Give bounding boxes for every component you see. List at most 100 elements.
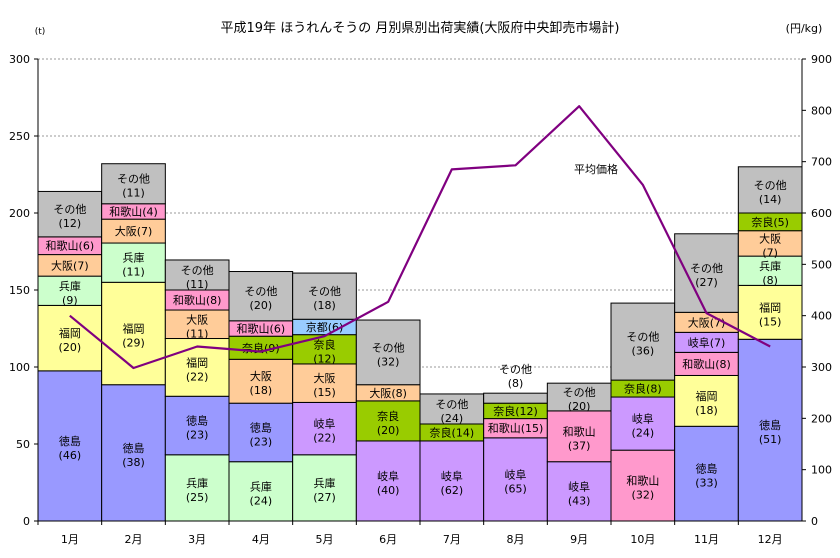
segment-name-label: 徳島: [186, 414, 208, 428]
right-tick-label: 700: [811, 156, 832, 169]
segment-value-label: (20): [59, 341, 82, 354]
segment-name-label: 大阪: [250, 369, 272, 383]
segment-combined-label: 和歌山(6): [46, 239, 95, 253]
segment-name-label: 和歌山: [563, 424, 596, 438]
segment-value-label: (20): [250, 299, 273, 312]
segment-name-label: 福岡: [59, 326, 81, 340]
segment-combined-label: 和歌山(4): [109, 204, 158, 218]
segment-value-label: (15): [313, 386, 336, 399]
segment-combined-label: 和歌山(6): [237, 322, 286, 336]
bar-segment: [674, 374, 739, 427]
segment-value-label: (23): [186, 429, 209, 442]
segment-value-label: (8): [762, 274, 778, 287]
left-axis-unit: (t): [35, 27, 46, 37]
bar-segment: [101, 242, 166, 283]
right-tick-label: 800: [811, 104, 832, 117]
segment-value-label: (24): [632, 427, 655, 440]
segment-combined-label: 大阪(7): [688, 315, 726, 329]
segment-name-label: その他: [117, 173, 150, 186]
segment-value-label: (24): [250, 494, 273, 507]
segment-name-label: その他: [53, 203, 86, 216]
bar-segment: [546, 461, 612, 522]
chart-title: 平成19年 ほうれんそうの 月別県別出荷実績(大阪府中央卸売市場計): [221, 20, 620, 36]
segment-name-label: その他: [435, 398, 468, 411]
segment-value-label: (22): [313, 432, 336, 445]
segment-name-label: 岐阜: [505, 468, 527, 481]
segment-value-label: (7): [762, 246, 778, 259]
segment-name-label: その他: [754, 179, 787, 192]
bar-segment: [355, 319, 421, 386]
bar-segment: [292, 401, 357, 456]
axes: 0 50 100 150 200 250 300 0 100 200 300 400 500 600 700…: [9, 53, 832, 546]
segment-value-label: (40): [377, 484, 400, 497]
segment-value-label: (18): [695, 404, 718, 417]
segment-combined-label: 奈良(8): [624, 382, 662, 396]
right-tick-label: 400: [811, 310, 832, 323]
segment-name-label: 徳島: [696, 462, 718, 476]
segment-value-label: (18): [313, 299, 336, 312]
price-line-layer: [69, 105, 771, 370]
segment-combined-label: 大阪(8): [369, 386, 407, 400]
x-tick-label: 4月: [252, 533, 270, 546]
segment-value-label: (29): [122, 337, 145, 350]
segment-name-label: 徳島: [123, 441, 145, 455]
segment-name-label: 福岡: [696, 389, 718, 403]
bar-segment: [546, 382, 612, 412]
x-tick-label: 9月: [570, 533, 588, 546]
segment-name-label: 兵庫: [59, 279, 81, 293]
bar-segment: [37, 370, 103, 522]
segment-value-label: (36): [632, 345, 655, 358]
segment-name-label: 大阪: [759, 231, 781, 245]
bar-segment: [164, 309, 230, 340]
segment-value-label: (11): [186, 327, 209, 340]
left-tick-label: 150: [9, 284, 30, 297]
segment-name-label: 岐阜: [314, 418, 336, 431]
segment-name-label: 兵庫: [123, 251, 145, 265]
segment-value-label: (14): [759, 193, 782, 206]
segment-combined-label: 大阪(7): [115, 224, 153, 238]
segment-value-label: (11): [186, 278, 209, 291]
segment-value-label: (32): [377, 355, 400, 368]
x-tick-label: 7月: [443, 533, 461, 546]
segment-name-label: 福岡: [759, 300, 781, 314]
x-tick-label: 10月: [630, 533, 655, 546]
segment-value-label: (37): [568, 439, 591, 452]
segment-value-label: (43): [568, 494, 591, 507]
segment-name-label: 徳島: [250, 420, 272, 434]
segment-name-label: その他: [308, 285, 341, 298]
segment-value-label: (24): [441, 412, 464, 425]
segment-name-label: 徳島: [59, 434, 81, 448]
segment-value-label: (15): [759, 315, 782, 328]
segment-value-label: (11): [122, 187, 145, 200]
left-tick-label: 250: [9, 130, 30, 143]
left-tick-label: 200: [9, 207, 30, 220]
bar-segment: [737, 230, 803, 257]
bar-segment: [737, 284, 803, 340]
segment-value-label: (32): [632, 489, 655, 502]
segment-name-label: 岐阜: [568, 480, 590, 493]
segment-value-label: (20): [568, 400, 591, 413]
left-tick-label: 100: [9, 361, 30, 374]
segment-value-label: (38): [122, 456, 145, 469]
segment-name-label: その他: [563, 386, 596, 399]
x-tick-label: 12月: [758, 533, 783, 546]
segment-name-label: 奈良: [314, 337, 336, 351]
segment-combined-label: 奈良(5): [751, 215, 789, 229]
segment-value-label: (9): [62, 294, 78, 307]
segment-name-label: 岐阜: [441, 470, 463, 483]
right-tick-label: 300: [811, 361, 832, 374]
segment-name-label: 兵庫: [250, 479, 272, 493]
segment-combined-label: 岐阜(7): [688, 336, 726, 349]
segment-value-label: (62): [441, 484, 464, 497]
segment-value-label: (23): [250, 435, 273, 448]
bar-segment: [737, 338, 803, 522]
segment-name-label: その他: [181, 264, 214, 277]
x-tick-label: 11月: [694, 533, 719, 546]
bar-segment: [419, 393, 485, 425]
bar-segment: [164, 395, 230, 456]
bar-segment: [419, 440, 485, 522]
segment-value-label: (11): [122, 266, 145, 279]
segment-name-label: 奈良: [377, 409, 399, 423]
segment-name-label: 徳島: [759, 418, 781, 432]
